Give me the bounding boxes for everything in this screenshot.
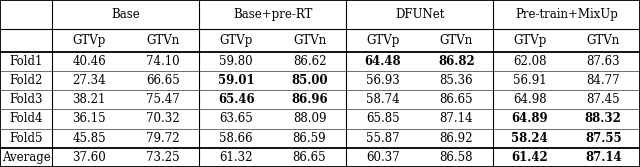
Text: GTVp: GTVp (72, 34, 106, 47)
Text: 87.63: 87.63 (586, 55, 620, 68)
Text: Fold4: Fold4 (10, 113, 43, 125)
Text: 38.21: 38.21 (72, 93, 106, 106)
Text: 58.74: 58.74 (366, 93, 400, 106)
Text: 65.46: 65.46 (218, 93, 254, 106)
Text: 86.92: 86.92 (440, 132, 473, 145)
Text: 56.93: 56.93 (366, 74, 400, 87)
Text: 79.72: 79.72 (146, 132, 179, 145)
Text: 61.32: 61.32 (220, 151, 253, 164)
Text: GTVn: GTVn (440, 34, 473, 47)
Text: GTVn: GTVn (293, 34, 326, 47)
Text: 37.60: 37.60 (72, 151, 106, 164)
Text: 88.32: 88.32 (585, 113, 621, 125)
Text: 87.14: 87.14 (585, 151, 621, 164)
Text: 84.77: 84.77 (586, 74, 620, 87)
Text: 64.98: 64.98 (513, 93, 547, 106)
Text: Base: Base (111, 8, 140, 21)
Text: 88.09: 88.09 (292, 113, 326, 125)
Text: 61.42: 61.42 (511, 151, 548, 164)
Text: 27.34: 27.34 (72, 74, 106, 87)
Text: 86.58: 86.58 (440, 151, 473, 164)
Text: 75.47: 75.47 (146, 93, 179, 106)
Text: 64.89: 64.89 (511, 113, 548, 125)
Text: 86.62: 86.62 (292, 55, 326, 68)
Text: 56.91: 56.91 (513, 74, 547, 87)
Text: 87.14: 87.14 (440, 113, 473, 125)
Text: 45.85: 45.85 (72, 132, 106, 145)
Text: 63.65: 63.65 (220, 113, 253, 125)
Text: 70.32: 70.32 (146, 113, 179, 125)
Text: 66.65: 66.65 (146, 74, 179, 87)
Text: 74.10: 74.10 (146, 55, 179, 68)
Text: Pre-train+MixUp: Pre-train+MixUp (515, 8, 618, 21)
Text: GTVp: GTVp (220, 34, 253, 47)
Text: GTVn: GTVn (587, 34, 620, 47)
Text: GTVp: GTVp (513, 34, 547, 47)
Text: Fold5: Fold5 (10, 132, 43, 145)
Text: Fold3: Fold3 (10, 93, 43, 106)
Text: DFUNet: DFUNet (395, 8, 444, 21)
Text: 62.08: 62.08 (513, 55, 547, 68)
Text: 58.24: 58.24 (511, 132, 548, 145)
Text: 86.65: 86.65 (292, 151, 326, 164)
Text: 65.85: 65.85 (366, 113, 400, 125)
Text: 85.36: 85.36 (440, 74, 473, 87)
Text: 58.66: 58.66 (220, 132, 253, 145)
Text: GTVp: GTVp (366, 34, 399, 47)
Text: 87.55: 87.55 (585, 132, 621, 145)
Text: 86.65: 86.65 (440, 93, 473, 106)
Text: Base+pre-RT: Base+pre-RT (233, 8, 312, 21)
Text: 73.25: 73.25 (146, 151, 179, 164)
Text: 85.00: 85.00 (291, 74, 328, 87)
Text: 59.80: 59.80 (220, 55, 253, 68)
Text: 86.96: 86.96 (291, 93, 328, 106)
Text: Average: Average (2, 151, 51, 164)
Text: 59.01: 59.01 (218, 74, 254, 87)
Text: 60.37: 60.37 (366, 151, 400, 164)
Text: 87.45: 87.45 (586, 93, 620, 106)
Text: 55.87: 55.87 (366, 132, 400, 145)
Text: 36.15: 36.15 (72, 113, 106, 125)
Text: 64.48: 64.48 (365, 55, 401, 68)
Text: 86.59: 86.59 (292, 132, 326, 145)
Text: GTVn: GTVn (146, 34, 179, 47)
Text: 40.46: 40.46 (72, 55, 106, 68)
Text: Fold1: Fold1 (10, 55, 43, 68)
Text: 86.82: 86.82 (438, 55, 475, 68)
Text: Fold2: Fold2 (10, 74, 43, 87)
